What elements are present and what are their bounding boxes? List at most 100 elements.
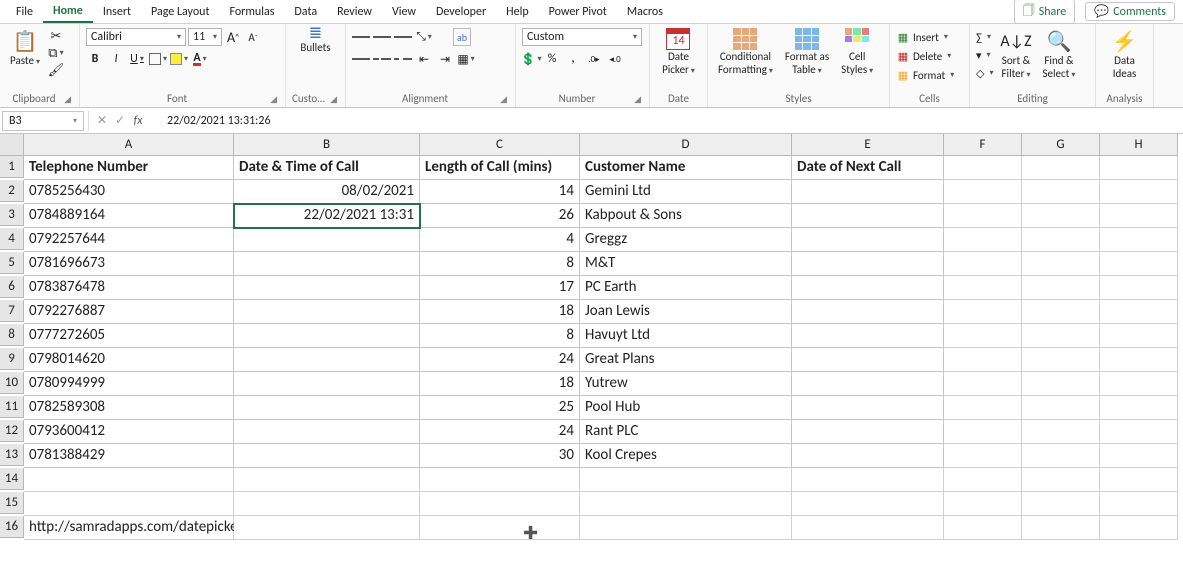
data-cell[interactable] [792,204,944,228]
column-header[interactable]: F [944,134,1022,156]
tab-review[interactable]: Review [327,2,382,22]
orientation-icon[interactable]: ⤡ [415,28,433,46]
data-cell[interactable]: 0785256430 [24,180,234,204]
align-left-icon[interactable] [352,50,370,68]
data-cell[interactable]: 8 [420,324,580,348]
column-header[interactable]: E [792,134,944,156]
comma-format-icon[interactable]: , [564,50,582,68]
format-as-table-button[interactable]: Format as Table [781,28,833,76]
comments-button[interactable]: 💬Comments [1085,2,1175,21]
data-cell[interactable]: 22/02/2021 13:3114 [234,204,420,228]
tab-file[interactable]: File [6,2,43,22]
empty-cell[interactable] [420,468,580,492]
align-top-icon[interactable] [352,28,370,46]
paste-button[interactable]: 📋 Paste [6,28,44,67]
data-cell[interactable] [1100,300,1178,324]
alignment-launcher-icon[interactable]: ◢ [500,94,507,105]
data-cell[interactable]: 4 [420,228,580,252]
data-cell[interactable] [234,324,420,348]
data-cell[interactable] [792,180,944,204]
empty-cell[interactable] [420,516,580,540]
borders-button[interactable] [149,50,167,68]
fx-icon[interactable]: fx [129,114,147,128]
row-header[interactable]: 8 [0,324,24,346]
header-cell[interactable] [1022,156,1100,180]
column-header[interactable]: D [580,134,792,156]
row-header[interactable]: 12 [0,420,24,442]
name-box[interactable]: B3▾ [2,111,84,131]
sort-filter-button[interactable]: A↓Z Sort & Filter [997,28,1034,80]
data-cell[interactable] [944,324,1022,348]
data-cell[interactable]: Joan Lewis [580,300,792,324]
data-cell[interactable]: 0782589308 [24,396,234,420]
data-cell[interactable]: 18 [420,300,580,324]
data-cell[interactable]: 17 [420,276,580,300]
font-color-button[interactable]: A [191,50,209,68]
row-header[interactable]: 16 [0,516,24,538]
font-name-select[interactable]: Calibri [86,28,186,46]
empty-cell[interactable] [234,492,420,516]
data-cell[interactable] [1100,444,1178,468]
data-cell[interactable]: 24 [420,420,580,444]
fill-color-button[interactable] [170,50,188,68]
enter-formula-icon[interactable]: ✓ [111,113,129,128]
tab-help[interactable]: Help [496,2,539,22]
decrease-decimal-icon[interactable]: ◂.0 [606,50,624,68]
empty-cell[interactable] [24,492,234,516]
decrease-indent-icon[interactable]: ⇤ [415,50,433,68]
row-header[interactable]: 6 [0,276,24,298]
empty-cell[interactable] [234,516,420,540]
tab-data[interactable]: Data [284,2,327,22]
share-button[interactable]: 🗍Share [1014,0,1076,24]
font-size-select[interactable]: 11 [188,28,222,46]
data-cell[interactable] [1100,252,1178,276]
tab-view[interactable]: View [382,2,426,22]
data-cell[interactable] [792,372,944,396]
empty-cell[interactable] [580,468,792,492]
align-middle-icon[interactable] [373,28,391,46]
number-launcher-icon[interactable]: ◢ [634,94,641,105]
data-cell[interactable]: 0793600412 [24,420,234,444]
data-cell[interactable]: 26 [420,204,580,228]
italic-button[interactable]: I [107,50,125,68]
data-cell[interactable] [1022,396,1100,420]
data-cell[interactable] [1100,420,1178,444]
clear-button[interactable]: ◇ [976,64,993,82]
empty-cell[interactable] [1100,516,1178,540]
cancel-formula-icon[interactable]: ✕ [93,113,111,128]
data-cell[interactable] [1022,228,1100,252]
empty-cell[interactable] [1100,492,1178,516]
data-cell[interactable] [1022,372,1100,396]
align-right-icon[interactable] [394,50,412,68]
row-header[interactable]: 1 [0,156,24,178]
empty-cell[interactable] [944,516,1022,540]
empty-cell[interactable] [24,468,234,492]
tab-power-pivot[interactable]: Power Pivot [539,2,617,22]
data-cell[interactable]: Kabpout & Sons [580,204,792,228]
shrink-font-icon[interactable]: Aˇ [244,28,262,46]
data-cell[interactable]: Yutrew [580,372,792,396]
data-cell[interactable] [1100,348,1178,372]
fill-button[interactable]: ▾ [976,46,993,64]
cell-styles-button[interactable]: Cell Styles [837,28,877,76]
data-cell[interactable]: 0784889164 [24,204,234,228]
row-header[interactable]: 7 [0,300,24,322]
data-cell[interactable]: 0781696673 [24,252,234,276]
empty-cell[interactable] [792,492,944,516]
data-cell[interactable] [1022,276,1100,300]
empty-cell[interactable] [420,492,580,516]
bullets-icon[interactable]: ≣ [309,28,322,40]
data-cell[interactable] [234,420,420,444]
data-cell[interactable]: 0781388429 [24,444,234,468]
data-cell[interactable] [234,372,420,396]
data-cell[interactable] [792,324,944,348]
data-cell[interactable] [944,300,1022,324]
formula-input[interactable]: 22/02/2021 13:31:26 [147,114,1183,128]
format-cells-button[interactable]: ▦Format [896,66,954,84]
data-cell[interactable]: 30 [420,444,580,468]
conditional-formatting-button[interactable]: Conditional Formatting [714,28,777,76]
data-cell[interactable]: Pool Hub [580,396,792,420]
merge-button[interactable]: ▦ [457,50,475,68]
data-cell[interactable]: 08/02/2021 [234,180,420,204]
date-picker-button[interactable]: 14 Date Picker [658,28,699,76]
